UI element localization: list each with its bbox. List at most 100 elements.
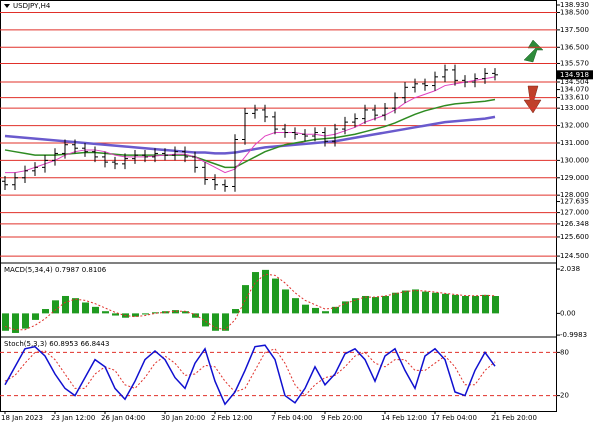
macd-bar xyxy=(72,298,79,314)
y-tick-label: 133.000 xyxy=(560,104,589,112)
macd-bar xyxy=(32,313,39,320)
macd-bar xyxy=(182,311,189,314)
signal-value: 0.8106 xyxy=(82,266,107,274)
symbol: USDJPY,H4 xyxy=(13,2,51,10)
macd-bar xyxy=(482,294,489,314)
macd-bar xyxy=(102,311,109,314)
y-tick-label: 138.930 xyxy=(560,1,589,9)
moving-average xyxy=(4,115,496,155)
macd-bar xyxy=(462,295,469,314)
x-tick-label: 30 Jan 20:00 xyxy=(161,414,205,422)
y-tick-label: 128.000 xyxy=(560,191,589,199)
y-tick-label: 130.000 xyxy=(560,156,589,164)
macd-bar xyxy=(412,289,419,314)
macd-bar xyxy=(322,311,329,314)
macd-bar xyxy=(282,289,289,314)
x-tick-label: 26 Jan 04:00 xyxy=(101,414,145,422)
x-tick-label: 18 Jan 2023 xyxy=(1,414,43,422)
x-tick-label: 23 Jan 12:00 xyxy=(51,414,95,422)
x-tick-label: 17 Feb 04:00 xyxy=(431,414,477,422)
y-tick-label: 137.500 xyxy=(560,26,589,34)
down-arrow xyxy=(523,85,542,114)
d-value: 66.8443 xyxy=(80,340,109,348)
moving-average xyxy=(4,98,496,169)
y-tick-label: 131.000 xyxy=(560,139,589,147)
macd-bar xyxy=(432,292,439,314)
macd-bar xyxy=(192,313,199,318)
frame xyxy=(0,0,557,412)
y-tick-label: 80 xyxy=(560,348,569,356)
macd-bar xyxy=(252,272,259,314)
macd-bar xyxy=(212,313,219,331)
x-tick-label: 7 Feb 04:00 xyxy=(271,414,312,422)
macd-bar xyxy=(382,295,389,314)
y-tick-label: 2.038 xyxy=(560,265,580,273)
macd-bar xyxy=(52,300,59,314)
macd-bar xyxy=(132,313,139,317)
macd-bar xyxy=(202,313,209,327)
y-tick-label: 126.348 xyxy=(560,220,589,228)
k-value: 60.8953 xyxy=(49,340,78,348)
y-tick-label: 133.610 xyxy=(560,94,589,102)
macd-bar xyxy=(352,298,359,314)
price-box xyxy=(557,70,593,80)
macd-bar xyxy=(292,298,299,314)
y-tick-label: 124.500 xyxy=(560,252,589,260)
macd-bar xyxy=(2,313,9,331)
macd-bar xyxy=(492,296,499,314)
macd-bar xyxy=(332,306,339,314)
x-tick-label: 9 Feb 20:00 xyxy=(321,414,362,422)
macd-bar xyxy=(232,309,239,314)
macd-bar xyxy=(42,309,49,314)
moving-average xyxy=(5,76,496,174)
macd-bar xyxy=(422,291,429,314)
macd-bar xyxy=(362,295,369,314)
current-price: 134.918 xyxy=(560,71,589,79)
stoch-title: Stoch(5,3,3) 60.8953 66.8443 xyxy=(4,340,109,348)
stoch-name: Stoch(5,3,3) xyxy=(4,340,47,348)
y-tick-label: 125.600 xyxy=(560,233,589,241)
symbol-icon xyxy=(4,4,10,8)
macd-bar xyxy=(22,313,29,329)
macd-title: MACD(5,34,4) 0.7987 0.8106 xyxy=(4,266,107,274)
y-tick-label: 127.000 xyxy=(560,209,589,217)
y-tick-label: 0.00 xyxy=(560,309,576,317)
signal-line xyxy=(4,273,496,331)
macd-bar xyxy=(402,290,409,314)
y-tick-label: -0.9983 xyxy=(560,331,587,339)
y-tick-label: 132.000 xyxy=(560,122,589,130)
macd-bar xyxy=(172,310,179,314)
macd-bar xyxy=(302,304,309,314)
macd-bar xyxy=(342,301,349,314)
stoch-k xyxy=(4,344,496,406)
up-arrow xyxy=(523,39,544,63)
macd-value: 0.7987 xyxy=(55,266,80,274)
macd-bar xyxy=(242,285,249,314)
macd-bar xyxy=(112,313,119,316)
macd-name: MACD(5,34,4) xyxy=(4,266,53,274)
y-tick-label: 134.070 xyxy=(560,86,589,94)
y-tick-label: 127.635 xyxy=(560,198,589,206)
x-tick-label: 21 Feb 20:00 xyxy=(491,414,537,422)
y-tick-label: 134.504 xyxy=(560,78,589,86)
x-tick-label: 2 Feb 12:00 xyxy=(211,414,252,422)
y-tick-label: 20 xyxy=(560,392,569,400)
macd-bar xyxy=(82,302,89,314)
stoch-d xyxy=(4,348,496,397)
macd-bar xyxy=(262,269,269,314)
y-tick-label: 129.000 xyxy=(560,174,589,182)
macd-bar xyxy=(62,295,69,314)
macd-bar xyxy=(142,313,149,315)
macd-bar xyxy=(312,307,319,314)
macd-bar xyxy=(272,278,279,314)
macd-bar xyxy=(12,313,19,333)
macd-bar xyxy=(442,293,449,314)
macd-bar xyxy=(472,295,479,314)
macd-bar xyxy=(392,292,399,314)
y-tick-label: 135.570 xyxy=(560,59,589,67)
y-tick-label: 138.500 xyxy=(560,8,589,16)
macd-bar xyxy=(152,312,159,314)
